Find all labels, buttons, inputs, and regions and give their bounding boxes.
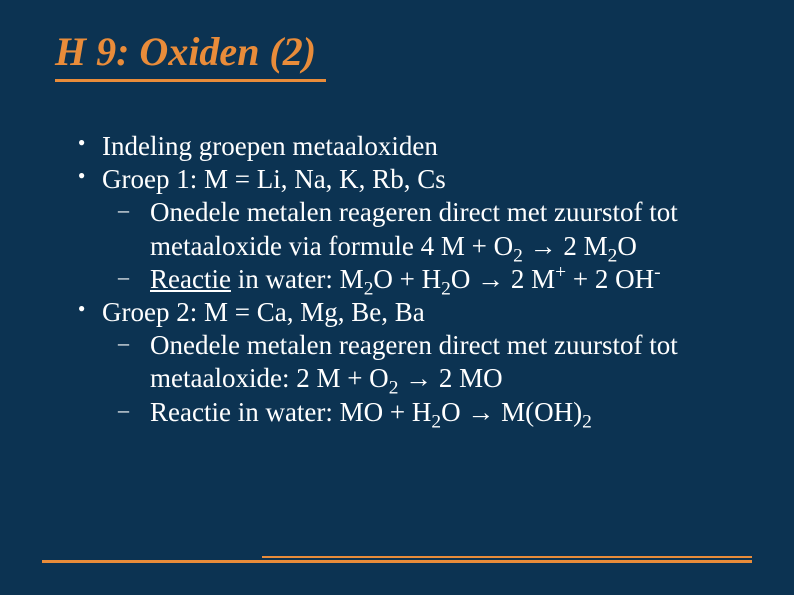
superscript: + [555, 262, 566, 283]
superscript: - [654, 262, 660, 283]
text: → 2 M [523, 231, 608, 261]
slide-title: H 9: Oxiden (2) [55, 28, 326, 82]
bullet-text: Indeling groepen metaaloxiden [102, 131, 438, 161]
bullet-level1: Groep 2: M = Ca, Mg, Be, Ba [68, 296, 754, 329]
link-text[interactable]: Reactie [150, 264, 231, 294]
text: Reactie in water: MO + H [150, 397, 431, 427]
text: O + H [373, 264, 441, 294]
bullet-level1: Indeling groepen metaaloxiden [68, 130, 754, 163]
bullet-level1: Groep 1: M = Li, Na, K, Rb, Cs [68, 163, 754, 196]
slide: H 9: Oxiden (2) Indeling groepen metaalo… [0, 0, 794, 595]
text: + 2 OH [566, 264, 654, 294]
bullet-text: Groep 1: M = Li, Na, K, Rb, Cs [102, 164, 446, 194]
divider-thick [42, 560, 752, 563]
subscript: 2 [431, 411, 441, 432]
bullet-level2: Onedele metalen reageren direct met zuur… [68, 196, 754, 262]
bullet-level2: Onedele metalen reageren direct met zuur… [68, 329, 754, 395]
bullet-level2: Reactie in water: M2O + H2O → 2 M+ + 2 O… [68, 263, 754, 296]
slide-content: Indeling groepen metaaloxiden Groep 1: M… [68, 130, 754, 429]
text: O [617, 231, 637, 261]
divider-thin [262, 556, 752, 558]
text: O → M(OH) [441, 397, 582, 427]
footer-divider [42, 557, 752, 563]
text: in water: M [231, 264, 364, 294]
bullet-text: Groep 2: M = Ca, Mg, Be, Ba [102, 297, 425, 327]
bullet-level2: Reactie in water: MO + H2O → M(OH)2 [68, 396, 754, 429]
subscript: 2 [582, 411, 592, 432]
text: → 2 MO [398, 363, 502, 393]
text: O → 2 M [451, 264, 555, 294]
